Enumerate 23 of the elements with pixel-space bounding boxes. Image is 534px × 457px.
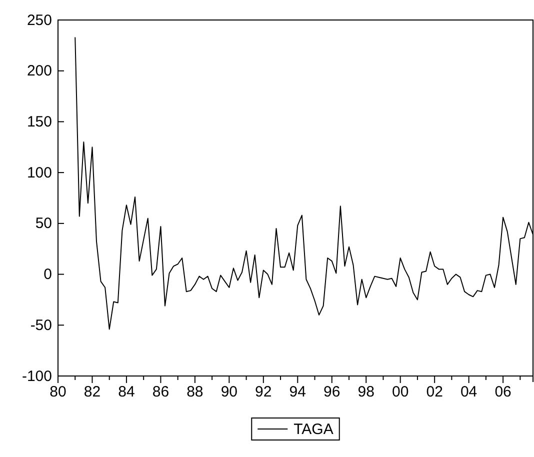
x-tick-label: 00: [392, 384, 409, 401]
x-tick-label: 02: [426, 384, 443, 401]
x-tick-label: 86: [152, 384, 170, 401]
y-tick-label: 150: [26, 114, 52, 131]
x-tick-label: 88: [186, 384, 204, 401]
x-tick-label: 82: [84, 384, 101, 401]
x-tick-label: 98: [358, 384, 374, 401]
y-tick-label: -100: [22, 368, 52, 385]
x-tick-label: 90: [220, 384, 238, 401]
y-tick-label: 200: [26, 62, 52, 80]
y-tick-label: 50: [35, 215, 52, 232]
x-tick-label: 06: [494, 384, 512, 401]
y-tick-label: -50: [30, 316, 52, 334]
y-tick-label: 250: [26, 12, 52, 29]
legend-label: TAGA: [294, 421, 334, 438]
y-tick-label: 0: [44, 266, 52, 284]
x-tick-label: 94: [289, 384, 306, 401]
x-tick-label: 80: [50, 384, 66, 401]
y-tick-label: 100: [26, 164, 52, 182]
x-tick-label: 92: [255, 384, 272, 401]
x-tick-label: 04: [460, 384, 478, 401]
x-tick-label: 96: [324, 384, 340, 401]
x-tick-label: 84: [118, 384, 135, 401]
